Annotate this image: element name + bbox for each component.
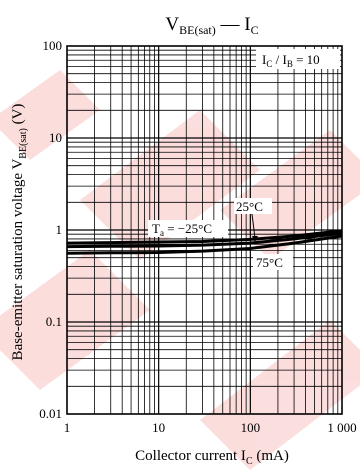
condition-label: IC / IB = 10 xyxy=(262,52,320,69)
chart-title: VBE(sat) — IC xyxy=(165,14,258,37)
series-label-bg-25 xyxy=(234,198,272,214)
y-tick-label: 100 xyxy=(43,38,63,53)
series-label-25-arrow xyxy=(252,236,258,242)
y-tick-label: 0.1 xyxy=(46,314,62,329)
condition-box xyxy=(256,49,340,69)
y-tick-label: 1 xyxy=(56,222,63,237)
series-label-25-leader xyxy=(251,213,256,239)
series-label-bg-minus25 xyxy=(148,220,228,237)
x-axis-label: Collector current IC (mA) xyxy=(135,448,289,467)
x-tick-label: 100 xyxy=(241,420,261,435)
series-label-minus25: Ta = −25°C xyxy=(152,221,212,238)
watermark xyxy=(0,70,360,470)
series-line-0 xyxy=(66,229,343,245)
series-label-25: 25°C xyxy=(236,199,263,214)
x-tick-label: 10 xyxy=(152,420,165,435)
x-tick-label: 1 000 xyxy=(327,420,356,435)
plot-border xyxy=(66,45,343,415)
plot-frame xyxy=(66,45,343,415)
y-axis-label: Base-emitter saturation voltage VBE(sat)… xyxy=(10,104,29,361)
series-label-bg-75 xyxy=(253,254,293,270)
series-lines xyxy=(66,229,343,255)
series-line-2 xyxy=(66,234,343,255)
x-tick-labels: 1 10 100 1 000 xyxy=(64,420,357,435)
x-tick-label: 1 xyxy=(64,420,71,435)
y-tick-labels: 0.01 0.1 1 10 100 xyxy=(39,38,62,421)
series-label-75: 75°C xyxy=(256,255,283,270)
y-tick-label: 0.01 xyxy=(39,406,62,421)
series-line-1 xyxy=(66,231,343,249)
y-tick-label: 10 xyxy=(49,130,62,145)
